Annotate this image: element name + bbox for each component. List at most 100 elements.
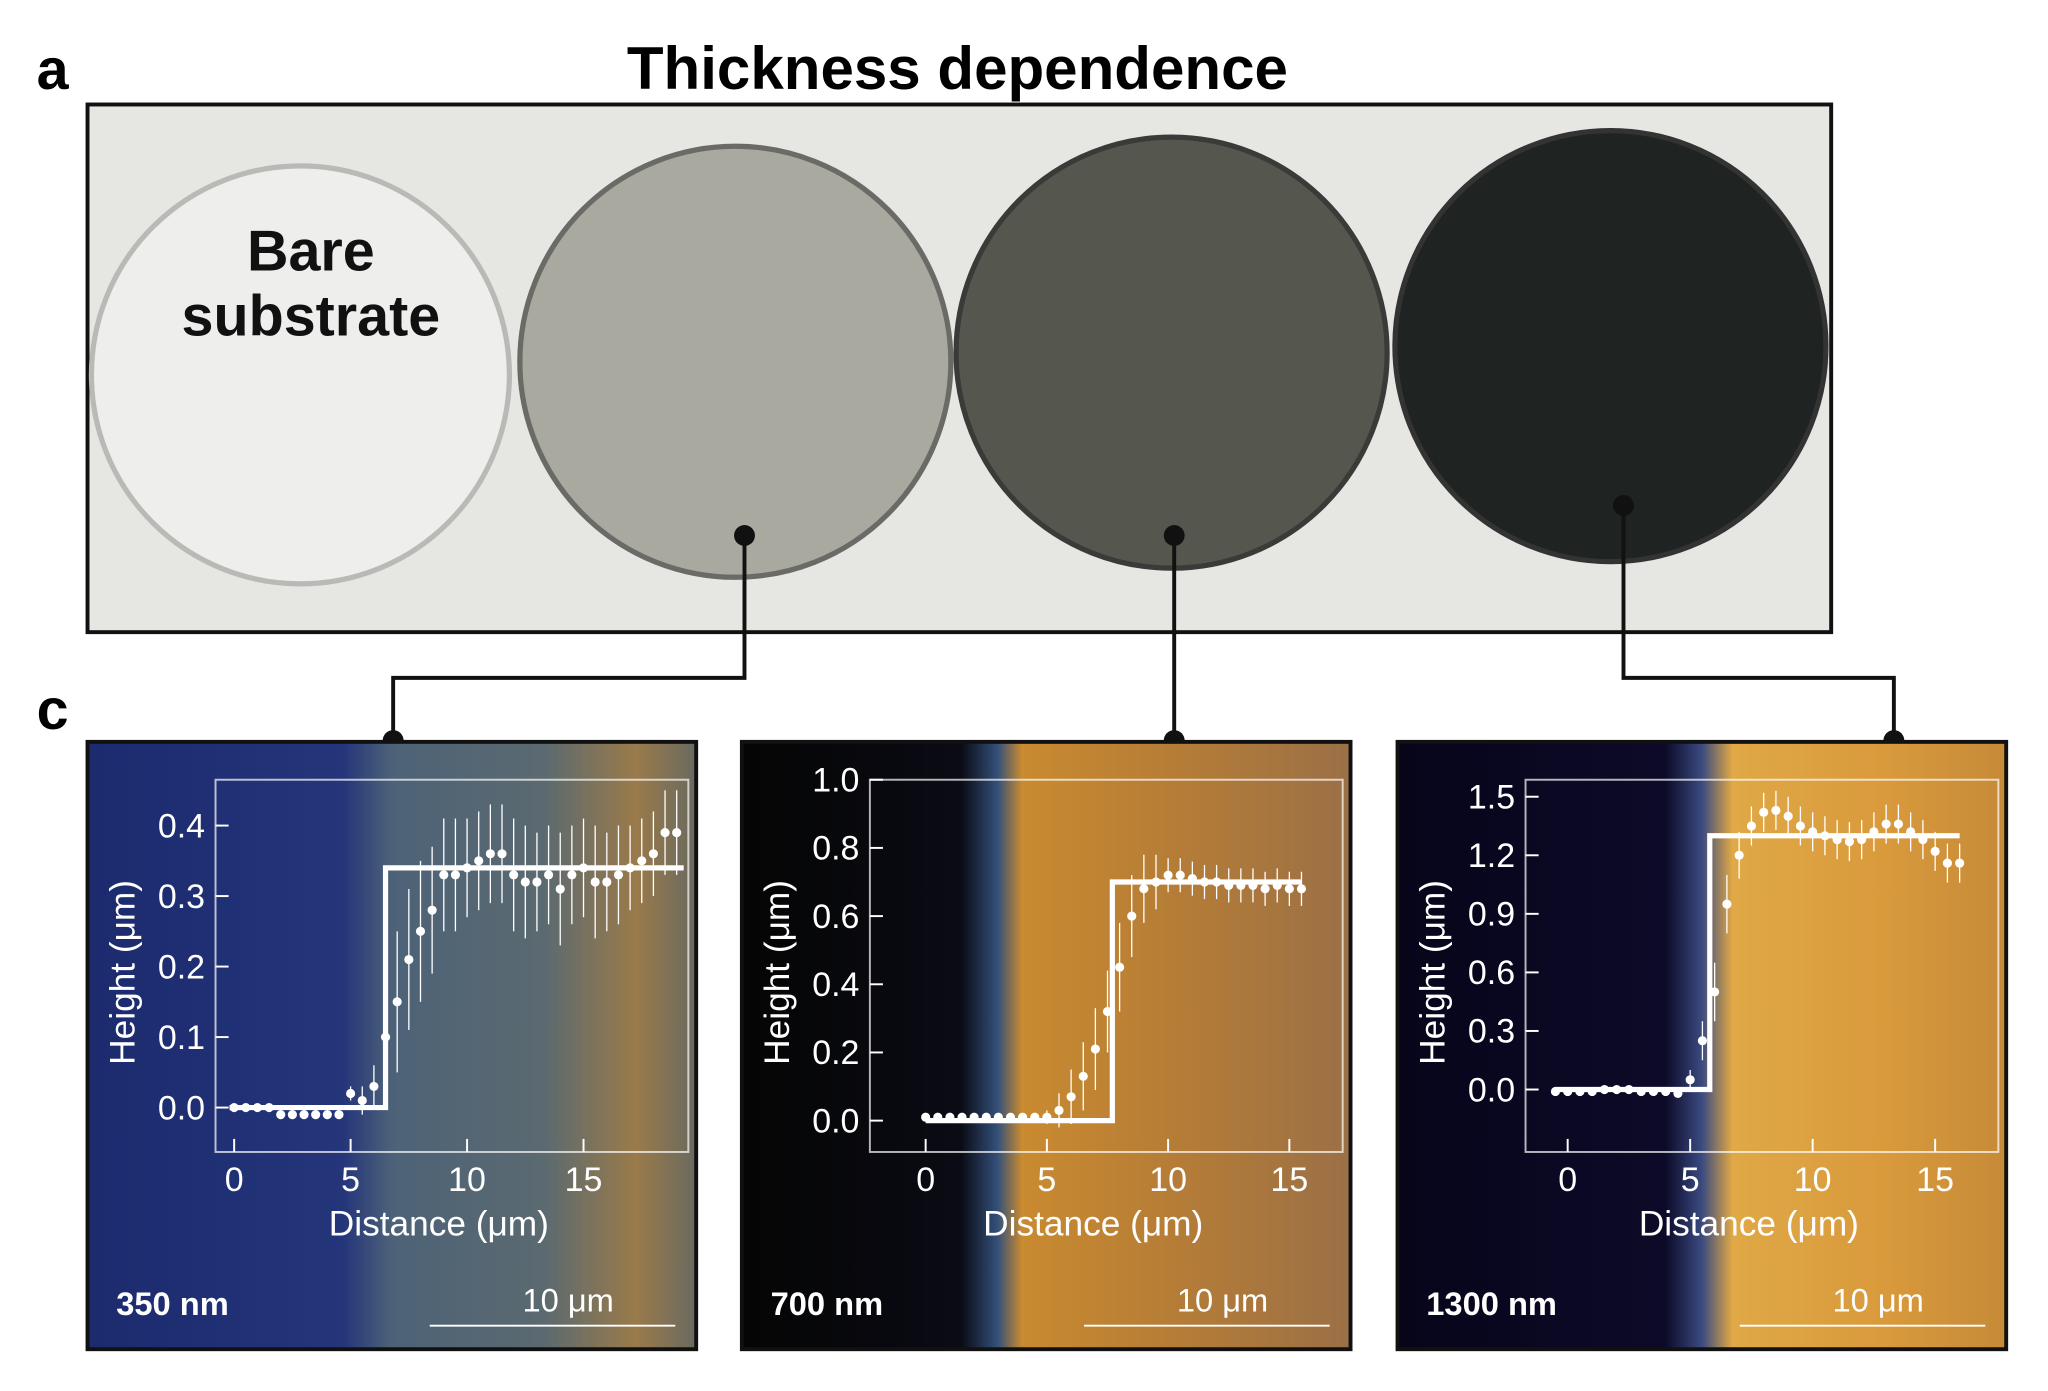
data-point bbox=[299, 1110, 309, 1120]
y-tick-label: 0.1 bbox=[158, 1019, 205, 1057]
y-tick-label: 0.0 bbox=[1468, 1071, 1515, 1109]
thickness-label: 1300 nm bbox=[1426, 1285, 1557, 1322]
y-tick-label: 0.6 bbox=[1468, 954, 1515, 992]
data-point bbox=[672, 828, 682, 838]
x-tick-label: 10 bbox=[1794, 1161, 1832, 1199]
data-point bbox=[311, 1110, 321, 1120]
data-point bbox=[1844, 837, 1854, 847]
y-tick-label: 1.2 bbox=[1468, 837, 1515, 875]
x-tick-label: 15 bbox=[1270, 1161, 1308, 1199]
data-point bbox=[1139, 884, 1149, 894]
data-point bbox=[1930, 846, 1940, 856]
y-tick-label: 0.9 bbox=[1468, 896, 1515, 934]
data-point bbox=[1881, 819, 1891, 829]
data-point bbox=[1115, 962, 1125, 972]
data-point bbox=[474, 856, 484, 866]
data-point bbox=[276, 1110, 286, 1120]
fit-line bbox=[229, 865, 684, 1111]
data-point bbox=[1175, 870, 1185, 880]
data-point bbox=[404, 954, 414, 965]
data-point bbox=[1955, 858, 1965, 868]
y-tick-label: 0.0 bbox=[158, 1089, 205, 1127]
data-point bbox=[1771, 805, 1781, 815]
data-point bbox=[544, 870, 554, 880]
data-point bbox=[1066, 1092, 1076, 1102]
y-tick-label: 0.3 bbox=[158, 878, 205, 916]
data-point bbox=[1746, 821, 1756, 831]
data-point bbox=[1078, 1071, 1088, 1081]
data-point bbox=[287, 1110, 297, 1120]
data-point bbox=[427, 905, 437, 915]
data-point bbox=[648, 849, 658, 859]
fit-line bbox=[1555, 833, 1960, 1093]
y-tick-label: 1.0 bbox=[812, 761, 859, 799]
data-point bbox=[1759, 807, 1769, 817]
data-point bbox=[439, 870, 449, 880]
data-point bbox=[509, 870, 519, 880]
data-point bbox=[590, 877, 600, 887]
x-tick-label: 5 bbox=[341, 1161, 360, 1199]
data-point bbox=[369, 1081, 379, 1091]
data-point bbox=[1054, 1105, 1064, 1115]
substrate bbox=[88, 163, 513, 587]
x-tick-label: 15 bbox=[1916, 1161, 1954, 1199]
y-tick-label: 1.5 bbox=[1468, 778, 1515, 816]
data-point bbox=[532, 877, 542, 887]
data-point bbox=[357, 1095, 367, 1106]
scale-bar-label: 10 μm bbox=[1833, 1281, 1924, 1318]
x-tick-label: 0 bbox=[1558, 1161, 1577, 1199]
y-tick-label: 0.0 bbox=[812, 1102, 859, 1140]
data-point bbox=[1284, 884, 1294, 894]
y-tick-label: 0.2 bbox=[812, 1034, 859, 1072]
thickness-label: 350 nm bbox=[116, 1285, 229, 1322]
data-point bbox=[1697, 1036, 1707, 1046]
x-axis-label: Distance (μm) bbox=[1639, 1205, 1859, 1244]
x-tick-label: 10 bbox=[1149, 1161, 1187, 1199]
x-axis-label: Distance (μm) bbox=[329, 1205, 549, 1244]
data-point bbox=[1942, 858, 1952, 868]
data-point bbox=[613, 870, 624, 880]
photo-label: Bare bbox=[247, 219, 375, 283]
data-point bbox=[1734, 850, 1744, 860]
data-point bbox=[334, 1110, 344, 1120]
data-point bbox=[1710, 987, 1720, 997]
data-point bbox=[1685, 1075, 1695, 1085]
y-tick-label: 0.4 bbox=[158, 807, 205, 845]
y-tick-label: 0.8 bbox=[812, 830, 859, 868]
y-axis-label: Height (μm) bbox=[104, 880, 143, 1065]
data-point bbox=[660, 828, 670, 838]
x-axis-label: Distance (μm) bbox=[983, 1205, 1203, 1244]
data-point bbox=[392, 997, 402, 1007]
plot-frame bbox=[868, 778, 1344, 1153]
scale-bar-label: 10 μm bbox=[1177, 1281, 1268, 1318]
x-tick-label: 5 bbox=[1037, 1161, 1056, 1199]
data-point bbox=[497, 849, 507, 859]
data-point bbox=[1722, 899, 1732, 909]
fit-line bbox=[925, 879, 1302, 1124]
x-tick-label: 0 bbox=[916, 1161, 935, 1199]
y-tick-label: 0.4 bbox=[812, 966, 859, 1004]
scale-bar-label: 10 μm bbox=[522, 1281, 613, 1318]
data-point bbox=[1127, 911, 1137, 921]
data-point bbox=[602, 877, 612, 887]
thickness-label: 700 nm bbox=[771, 1285, 884, 1322]
x-tick-label: 0 bbox=[225, 1161, 244, 1199]
data-point bbox=[1795, 821, 1805, 831]
data-point bbox=[485, 849, 495, 859]
data-point bbox=[567, 870, 577, 880]
plot-frame bbox=[1524, 778, 2000, 1153]
substrate bbox=[1392, 127, 1829, 565]
y-axis-label: Height (μm) bbox=[758, 880, 797, 1065]
x-tick-label: 10 bbox=[448, 1161, 486, 1199]
data-point bbox=[322, 1110, 332, 1120]
figure-title: Thickness dependence bbox=[627, 35, 1288, 102]
data-point bbox=[1260, 884, 1270, 894]
substrate bbox=[517, 143, 954, 580]
data-point bbox=[1893, 819, 1903, 829]
data-point bbox=[1783, 811, 1793, 821]
data-point bbox=[555, 884, 565, 894]
y-tick-label: 0.2 bbox=[158, 948, 205, 986]
y-axis-label: Height (μm) bbox=[1414, 880, 1453, 1065]
y-tick-label: 0.6 bbox=[812, 898, 859, 936]
